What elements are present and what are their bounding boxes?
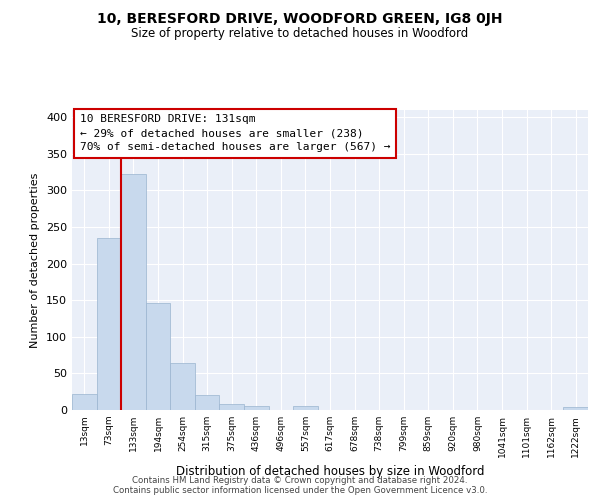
- Text: 10 BERESFORD DRIVE: 131sqm
← 29% of detached houses are smaller (238)
70% of sem: 10 BERESFORD DRIVE: 131sqm ← 29% of deta…: [80, 114, 390, 152]
- Text: Contains HM Land Registry data © Crown copyright and database right 2024.
Contai: Contains HM Land Registry data © Crown c…: [113, 476, 487, 495]
- Bar: [146, 303, 170, 410]
- Bar: [97, 238, 121, 410]
- Text: 10, BERESFORD DRIVE, WOODFORD GREEN, IG8 0JH: 10, BERESFORD DRIVE, WOODFORD GREEN, IG8…: [97, 12, 503, 26]
- Text: Size of property relative to detached houses in Woodford: Size of property relative to detached ho…: [131, 28, 469, 40]
- Bar: [121, 174, 146, 410]
- Bar: [563, 407, 588, 410]
- Bar: [72, 394, 97, 410]
- Bar: [220, 404, 244, 410]
- Bar: [244, 406, 269, 410]
- X-axis label: Distribution of detached houses by size in Woodford: Distribution of detached houses by size …: [176, 466, 484, 478]
- Bar: [170, 363, 195, 410]
- Bar: [293, 406, 318, 410]
- Y-axis label: Number of detached properties: Number of detached properties: [31, 172, 40, 348]
- Bar: [195, 394, 220, 410]
